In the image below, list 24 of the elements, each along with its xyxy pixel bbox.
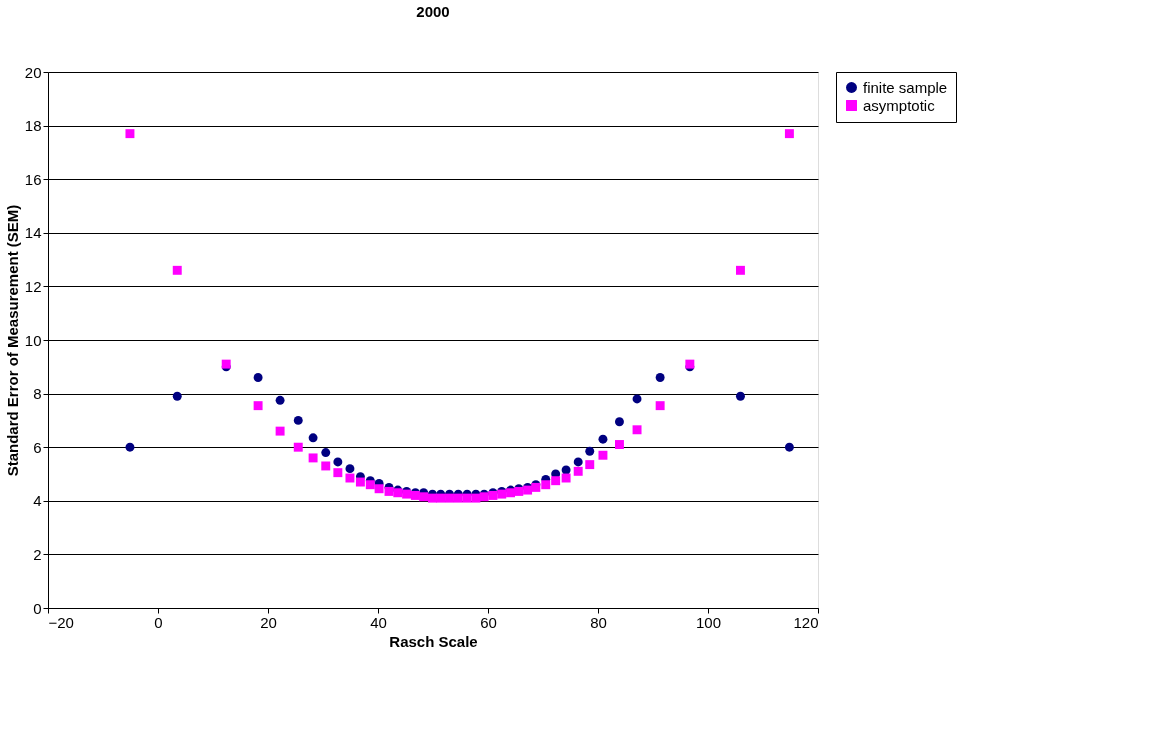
x-tick-label: 40 <box>370 613 387 631</box>
y-tick-label: 2 <box>33 545 42 563</box>
legend-label: asymptotic <box>863 96 936 114</box>
x-tick-label: 120 <box>793 613 819 631</box>
y-tick-label: 20 <box>24 63 42 81</box>
x-tick-label: 100 <box>695 613 722 631</box>
y-tick-label: 8 <box>33 385 42 403</box>
y-axis-title: Standard Error of Measurement (SEM) <box>3 204 21 477</box>
x-axis-title: Rasch Scale <box>389 632 478 650</box>
y-tick-label: 14 <box>24 224 42 242</box>
x-tick-label: 60 <box>480 613 497 631</box>
x-tick-label: −20 <box>48 613 74 631</box>
y-tick-label: 10 <box>24 331 42 349</box>
y-tick-label: 6 <box>33 438 42 456</box>
chart-title: 2000 <box>416 3 450 20</box>
y-tick-label: 16 <box>24 170 42 188</box>
y-tick-label: 12 <box>24 277 42 295</box>
legend-label: finite sample <box>863 78 948 96</box>
x-tick-label: 80 <box>590 613 607 631</box>
y-tick-label: 4 <box>33 492 42 510</box>
y-tick-label: 0 <box>33 599 42 617</box>
x-tick-label: 20 <box>260 613 277 631</box>
y-tick-label: 18 <box>24 117 42 135</box>
x-tick-label: 0 <box>154 613 163 631</box>
